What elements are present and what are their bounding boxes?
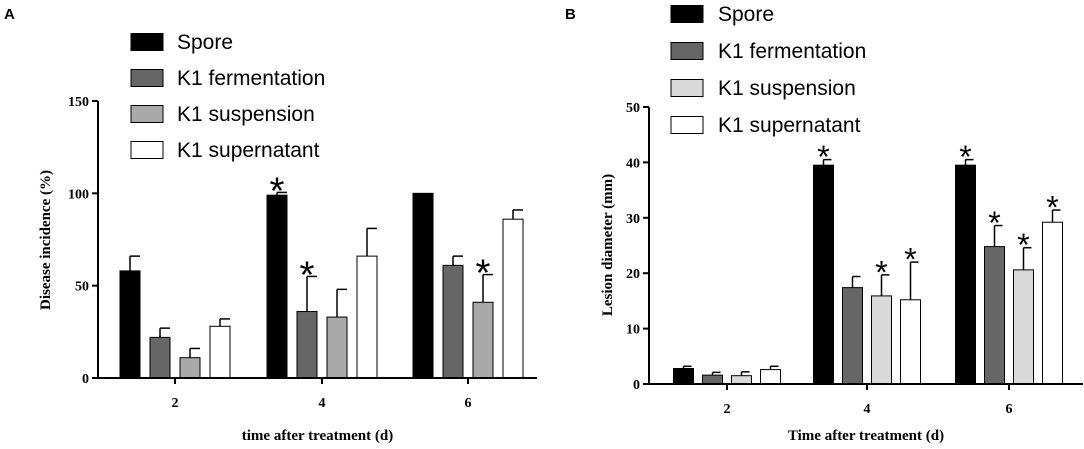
panel-b-x-tick-label: 6 (1006, 402, 1013, 417)
panel-a-bar (266, 194, 288, 379)
panel-b-bar (871, 295, 892, 385)
panel-b-y-tick-label: 50 (626, 101, 640, 116)
panel-a-bar (356, 255, 378, 379)
panel-b-significance-mark: * (1017, 227, 1029, 263)
panel-b-bar (955, 164, 976, 385)
panel-b-x-tick-label: 2 (724, 402, 731, 417)
panel-a-legend-swatch (130, 33, 164, 51)
panel-b-significance-mark: * (904, 242, 916, 278)
panel-a-legend-swatch (130, 141, 164, 159)
panel-b-legend-label: K1 suspension (718, 77, 856, 100)
panel-a-legend-label: K1 suspension (177, 103, 315, 126)
panel-a-y-tick-label: 100 (68, 187, 89, 202)
panel-b-bar (760, 369, 781, 385)
panel-b-y-tick-label: 10 (626, 323, 640, 338)
panel-b-y-tick-label: 30 (626, 212, 640, 227)
panel-a-bar (472, 301, 494, 379)
panel-a-y-axis-label: Disease incidence (%) (38, 170, 54, 310)
panel-a-bar (326, 316, 348, 379)
panel-a-bar (442, 264, 464, 379)
panel-a-bar (179, 357, 201, 379)
panel-b-legend-swatch (670, 79, 704, 97)
panel-a-bar (119, 270, 141, 379)
panel-b-legend-swatch (670, 42, 704, 60)
panel-a-legend-swatch (130, 105, 164, 123)
panel-b-bar (731, 375, 752, 385)
panel-a-legend-label: K1 fermentation (177, 67, 325, 90)
panel-b-bar (1013, 269, 1034, 385)
panel-b-y-tick-label: 40 (626, 156, 640, 171)
panel-b-bar (673, 367, 694, 385)
chart-panel-a: Spore K1 fermentation K1 suspension K1 supe… (38, 31, 537, 444)
panel-a-bar (149, 336, 171, 379)
panel-b-bar (900, 299, 921, 385)
panel-a-y-tick-label: 0 (82, 372, 89, 387)
panel-a-x-tick-label: 2 (172, 396, 179, 411)
chart-panel-b: Spore K1 fermentation K1 suspension K1 supe… (600, 3, 1083, 444)
panel-a-bar (412, 192, 434, 379)
panel-b-bar (984, 246, 1005, 385)
panel-a-legend-swatch (130, 69, 164, 87)
panel-a-y-tick-label: 50 (75, 280, 89, 295)
panel-b-y-axis-label: Lesion diameter (mm) (600, 174, 616, 316)
panel-b-y-tick-label: 0 (633, 378, 640, 393)
panel-a-bar (209, 325, 231, 379)
panel-a-significance-mark: * (300, 253, 315, 296)
panel-a-x-tick-label: 6 (465, 396, 472, 411)
panel-a-legend-label: K1 supernatant (177, 139, 320, 162)
panel-b-significance-mark: * (875, 254, 887, 290)
panel-b-legend-label: Spore (718, 3, 774, 26)
panel-b-legend-label: K1 supernatant (718, 114, 861, 137)
panel-a-bar (296, 311, 318, 379)
panel-a-significance-mark: * (476, 251, 491, 294)
panel-a-y-tick-label: 150 (68, 95, 89, 110)
panel-a-legend-label: Spore (177, 31, 233, 54)
panel-b-significance-mark: * (817, 139, 829, 175)
panel-b-significance-mark: * (988, 205, 1000, 241)
panel-b-letter: B (565, 6, 576, 23)
panel-b-bar (842, 287, 863, 385)
panel-b-legend-swatch (670, 5, 704, 23)
panel-b-legend-swatch (670, 116, 704, 134)
panel-b-bar (702, 374, 723, 385)
panel-b-legend-label: K1 fermentation (718, 40, 866, 63)
panel-b-x-axis-label: Time after treatment (d) (788, 428, 944, 444)
panel-a-bar (502, 218, 524, 379)
panel-b-significance-mark: * (1046, 189, 1058, 225)
panel-b-x-tick-label: 4 (864, 402, 871, 417)
panel-b-y-tick-label: 20 (626, 267, 640, 282)
panel-b-bar (813, 164, 834, 385)
panel-a-x-axis-label: time after treatment (d) (242, 428, 393, 444)
panel-a-letter: A (4, 6, 15, 23)
panel-b-bar (1042, 221, 1063, 385)
panel-b-significance-mark: * (959, 139, 971, 175)
panel-a-x-tick-label: 4 (319, 396, 326, 411)
panel-a-significance-mark: * (270, 169, 285, 212)
